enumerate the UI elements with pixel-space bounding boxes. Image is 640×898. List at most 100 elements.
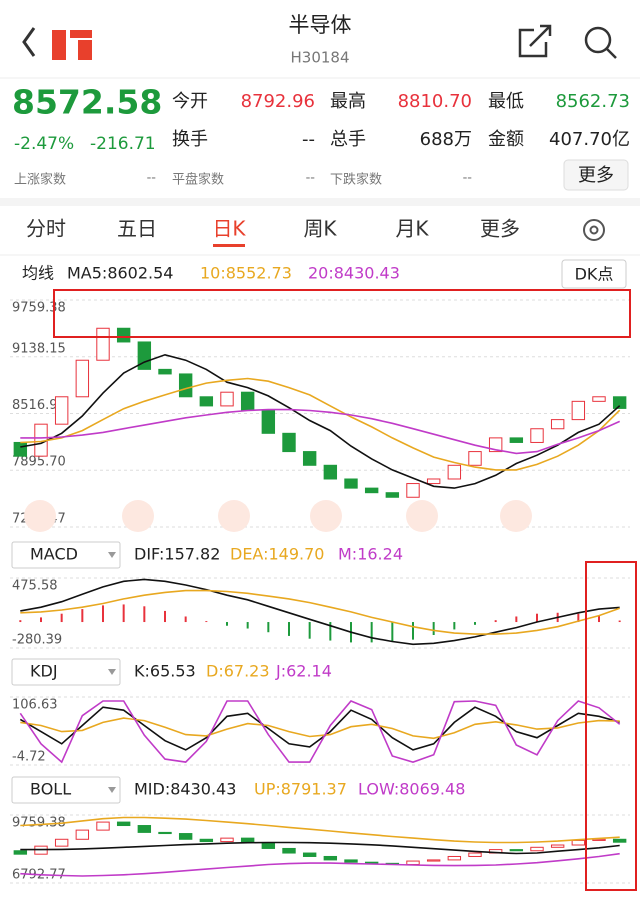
y-tick-label: 7895.70 [12, 455, 66, 470]
indicator-line [19, 700, 621, 764]
candle [240, 391, 255, 411]
indicator-value: MID:8430.43 [134, 780, 236, 799]
back-button[interactable] [22, 27, 36, 57]
macd-bar [102, 605, 104, 623]
tab-indicator [213, 244, 245, 247]
candle [612, 838, 627, 843]
y-tick-label: 106.63 [12, 698, 58, 713]
field-value: 8562.73 [556, 91, 630, 112]
field-label: 下跌家数 [330, 172, 382, 188]
more-button[interactable] [563, 159, 629, 191]
candle [509, 437, 524, 443]
field-label: 总手 [330, 129, 366, 150]
candle [116, 821, 131, 827]
indicator-value: LOW:8069.48 [358, 780, 465, 799]
tab[interactable]: 五日 [117, 217, 157, 241]
candle [592, 396, 606, 402]
candle [488, 437, 503, 453]
chart-nav[interactable] [24, 500, 532, 532]
candle [344, 859, 358, 863]
candle [530, 428, 544, 443]
tab[interactable]: 分时 [26, 217, 66, 241]
macd-bar [329, 622, 332, 641]
indicator-line [20, 852, 620, 877]
code: H30184 [291, 49, 350, 67]
title: 半导体 [289, 13, 352, 37]
y-tick-label: 9138.15 [12, 341, 66, 356]
dk-button[interactable] [561, 259, 627, 289]
more-label[interactable]: 更多 [578, 165, 614, 186]
share-icon[interactable] [518, 24, 552, 58]
macd-bar [184, 616, 187, 623]
candle [137, 341, 152, 370]
candle [199, 838, 214, 843]
search-icon[interactable] [584, 26, 617, 59]
candle [468, 852, 482, 857]
field-label: 今开 [172, 91, 208, 112]
tab-bar: 分时 五日 日K 周K 月K 更多 [26, 217, 520, 247]
indicator-selector[interactable] [11, 541, 121, 569]
field-value: -- [306, 171, 316, 186]
dropdown-icon [108, 787, 116, 793]
macd-bar [308, 622, 311, 639]
y-tick-label: 8516.93 [12, 398, 66, 413]
candle [302, 451, 317, 466]
ma10-label: 10:8552.73 [200, 264, 292, 283]
field-value: 8792.96 [241, 91, 315, 112]
indicator-selector[interactable] [11, 776, 121, 804]
macd-bar [453, 622, 456, 630]
y-tick-label: -4.72 [12, 750, 46, 765]
macd-bar [143, 606, 146, 623]
indicator-line [20, 841, 620, 855]
field-label: 换手 [172, 129, 208, 150]
candle [178, 833, 193, 840]
candle [178, 373, 193, 398]
candle [302, 852, 317, 857]
indicator-line [20, 816, 620, 844]
indicator-line [20, 589, 620, 635]
field-value: 688万 [420, 129, 472, 150]
indicator-value: M:16.24 [338, 545, 403, 564]
tab[interactable]: 月K [395, 217, 429, 241]
candle [261, 409, 276, 434]
change-pct: -2.47% [14, 134, 74, 154]
candle [612, 396, 627, 409]
candle [54, 838, 69, 847]
candle [54, 396, 69, 425]
highlight-box [53, 289, 631, 338]
candle [509, 849, 524, 852]
change: -216.71 [90, 134, 156, 154]
ma5-label: MA5:8602.54 [67, 264, 173, 283]
tab[interactable]: 日K [212, 217, 246, 241]
indicator-selector[interactable] [11, 658, 121, 686]
indicator-value: DEA:149.70 [230, 545, 324, 564]
candle [385, 492, 400, 498]
field-label: 最低 [488, 91, 524, 112]
candle [426, 859, 441, 862]
indicator-line [20, 353, 621, 489]
tab[interactable]: 周K [303, 217, 337, 241]
indicator-value: J:62.14 [275, 662, 332, 681]
candle [96, 327, 110, 361]
indicator-name: BOLL [30, 780, 71, 799]
candle [364, 487, 379, 494]
indicator-line [19, 706, 620, 751]
candle [323, 855, 338, 861]
y-tick-label: 9759.38 [12, 816, 66, 831]
indicator-line [20, 578, 620, 646]
candle [199, 396, 214, 407]
field-label: 最高 [330, 91, 366, 112]
tab[interactable]: 更多 [480, 217, 520, 241]
dropdown-icon [108, 669, 116, 675]
indicator-line [20, 377, 621, 471]
settings-icon[interactable] [583, 219, 605, 241]
macd-bar [205, 621, 208, 623]
indicator-line [20, 408, 621, 455]
macd-bar [412, 622, 414, 640]
macd-bar [60, 613, 63, 623]
candle [530, 846, 544, 852]
macd-bar [618, 620, 621, 623]
macd-bar [122, 604, 125, 623]
candle [323, 464, 338, 480]
dk-label[interactable]: DK点 [575, 265, 614, 284]
